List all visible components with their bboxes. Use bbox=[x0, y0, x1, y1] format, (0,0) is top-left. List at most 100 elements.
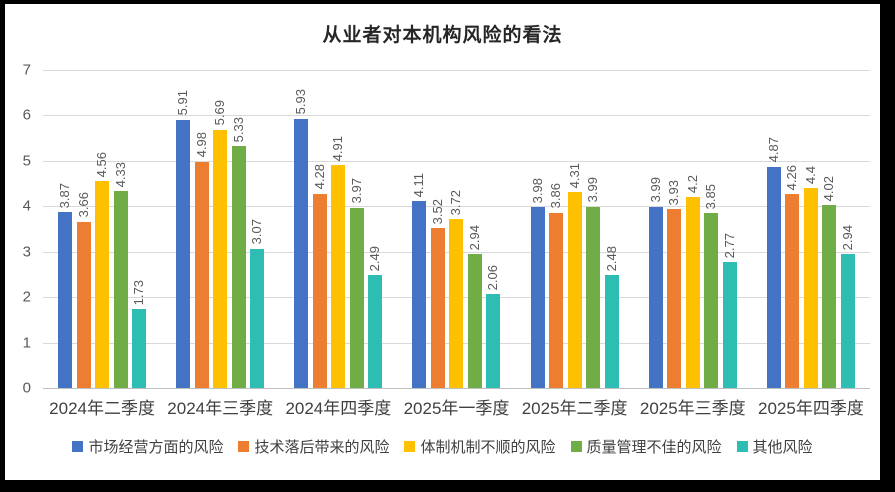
bar-cell: 2.48 bbox=[604, 70, 619, 388]
bar-group-2: 5.93 4.28 4.91 3.97 2.49 bbox=[279, 70, 397, 388]
bar-data-label: 4.98 bbox=[193, 132, 209, 158]
bar-cell: 3.72 bbox=[448, 70, 464, 388]
bar-data-label: 3.07 bbox=[249, 219, 265, 245]
bar-cell: 2.49 bbox=[367, 70, 383, 388]
bar-series-4-cat-3 bbox=[486, 294, 501, 388]
bar-data-label: 4.31 bbox=[566, 162, 582, 189]
bar-groups: 3.87 3.66 4.56 4.33 1.73 5.91 4.98 5.69 5.33 3.07… bbox=[43, 70, 870, 388]
legend-item-1: 技术落后带来的风险 bbox=[238, 436, 389, 457]
bar-cell: 3.86 bbox=[548, 70, 564, 388]
gridline-0 bbox=[43, 388, 870, 389]
bar-cell: 3.87 bbox=[57, 70, 73, 388]
legend-swatch-icon bbox=[238, 441, 250, 452]
legend-label: 技术落后带来的风险 bbox=[254, 439, 390, 456]
bar-data-label: 5.69 bbox=[212, 100, 228, 126]
bar-data-label: 4.4 bbox=[802, 166, 818, 185]
bar-data-label: 2.06 bbox=[485, 265, 501, 291]
bar-group-3: 4.11 3.52 3.72 2.94 2.06 bbox=[397, 70, 515, 388]
bar-series-0-cat-4 bbox=[530, 207, 545, 388]
bar-data-label: 4.02 bbox=[821, 176, 837, 202]
bar-series-3-cat-5 bbox=[704, 213, 719, 388]
bar-data-label: 5.93 bbox=[293, 89, 309, 115]
legend-swatch-icon bbox=[404, 441, 416, 452]
legend-item-2: 体制机制不顺的风险 bbox=[404, 436, 556, 457]
bar-cell: 3.99 bbox=[585, 70, 601, 388]
gridline-4 bbox=[43, 206, 870, 208]
bar-cell: 5.93 bbox=[293, 70, 309, 388]
legend-item-0: 市场经营方面的风险 bbox=[72, 436, 223, 457]
bar-series-3-cat-1 bbox=[231, 145, 246, 388]
legend: 市场经营方面的风险 技术落后带来的风险 体制机制不顺的风险 质量管理不佳的风险 其他风险 bbox=[5, 436, 880, 457]
bar-group-6: 4.87 4.26 4.4 4.02 2.94 bbox=[752, 70, 870, 388]
bar-cell: 3.07 bbox=[249, 70, 265, 388]
bar-cell: 2.77 bbox=[722, 70, 737, 388]
bar-cell: 4.87 bbox=[766, 70, 781, 388]
y-tick-label-7: 7 bbox=[22, 61, 31, 79]
bar-cell: 5.91 bbox=[175, 70, 191, 388]
bar-series-1-cat-0 bbox=[76, 221, 91, 388]
bar-cell: 3.52 bbox=[430, 70, 445, 388]
bar-data-label: 2.94 bbox=[839, 225, 855, 251]
bar-cell: 4.28 bbox=[311, 70, 327, 388]
y-tick-label-0: 0 bbox=[22, 379, 31, 397]
bar-group-5: 3.99 3.93 4.2 3.85 2.77 bbox=[634, 70, 752, 388]
bar-series-4-cat-0 bbox=[132, 309, 147, 388]
gridline-5 bbox=[43, 160, 870, 162]
bar-cell: 4.91 bbox=[330, 70, 346, 388]
gridline-7 bbox=[43, 70, 870, 71]
bar-data-label: 3.87 bbox=[57, 182, 73, 209]
bar-data-label: 3.99 bbox=[647, 177, 663, 203]
bar-series-2-cat-3 bbox=[449, 219, 464, 388]
legend-swatch-icon bbox=[736, 441, 748, 452]
bar-cell: 2.94 bbox=[466, 70, 482, 388]
bar-group-4: 3.98 3.86 4.31 3.99 2.48 bbox=[516, 70, 634, 388]
bar-cell: 3.97 bbox=[349, 70, 364, 388]
legend-item-3: 质量管理不佳的风险 bbox=[570, 436, 722, 457]
bar-cell: 3.99 bbox=[647, 70, 663, 388]
bar-series-2-cat-1 bbox=[213, 129, 228, 388]
bar-data-label: 4.28 bbox=[311, 164, 327, 190]
bar-series-2-cat-4 bbox=[567, 192, 582, 388]
bar-data-label: 4.11 bbox=[411, 172, 427, 198]
x-axis-labels: 2024年二季度 2024年三季度 2024年四季度 2025年一季度 2025年二季度… bbox=[43, 394, 870, 419]
bar-data-label: 3.99 bbox=[585, 177, 601, 203]
bar-series-1-cat-5 bbox=[667, 209, 682, 388]
legend-label: 其他风险 bbox=[752, 439, 813, 456]
bar-cell: 3.85 bbox=[703, 70, 719, 388]
bar-series-2-cat-0 bbox=[95, 180, 110, 388]
bar-cell: 3.93 bbox=[666, 70, 682, 388]
bar-data-label: 2.94 bbox=[466, 225, 482, 251]
bar-series-1-cat-3 bbox=[430, 228, 445, 388]
bar-cell: 3.66 bbox=[75, 70, 91, 388]
bar-data-label: 5.33 bbox=[230, 116, 246, 142]
legend-label: 市场经营方面的风险 bbox=[88, 439, 224, 456]
bar-data-label: 3.85 bbox=[703, 183, 719, 210]
bar-data-label: 3.66 bbox=[75, 192, 91, 218]
bar-cell: 4.31 bbox=[566, 70, 582, 388]
y-tick-label-3: 3 bbox=[22, 243, 31, 261]
y-tick-label-2: 2 bbox=[22, 288, 31, 306]
bar-series-4-cat-4 bbox=[604, 275, 619, 388]
bar-group-0: 3.87 3.66 4.56 4.33 1.73 bbox=[43, 70, 161, 388]
bar-cell: 4.56 bbox=[94, 70, 110, 388]
bar-cell: 4.2 bbox=[684, 70, 700, 388]
bar-series-4-cat-5 bbox=[722, 262, 737, 388]
bar-data-label: 3.93 bbox=[666, 180, 682, 206]
bar-data-label: 4.26 bbox=[784, 165, 800, 191]
bar-series-3-cat-6 bbox=[822, 205, 837, 388]
bar-cell: 5.69 bbox=[212, 70, 228, 388]
bar-series-4-cat-2 bbox=[368, 274, 383, 388]
bar-data-label: 2.49 bbox=[367, 245, 383, 271]
bar-data-label: 4.91 bbox=[330, 135, 346, 161]
bar-series-0-cat-5 bbox=[648, 206, 663, 388]
plot-area: 3.87 3.66 4.56 4.33 1.73 5.91 4.98 5.69 5.33 3.07… bbox=[43, 70, 870, 389]
bar-cell: 4.98 bbox=[193, 70, 209, 388]
bar-series-1-cat-6 bbox=[785, 194, 800, 388]
bar-series-4-cat-1 bbox=[250, 248, 265, 388]
gridline-6 bbox=[43, 115, 870, 117]
bar-series-0-cat-2 bbox=[294, 118, 309, 388]
bar-data-label: 4.2 bbox=[684, 175, 700, 194]
bar-series-2-cat-5 bbox=[685, 197, 700, 388]
bar-cell: 4.11 bbox=[411, 70, 427, 388]
bar-series-3-cat-3 bbox=[467, 254, 482, 388]
